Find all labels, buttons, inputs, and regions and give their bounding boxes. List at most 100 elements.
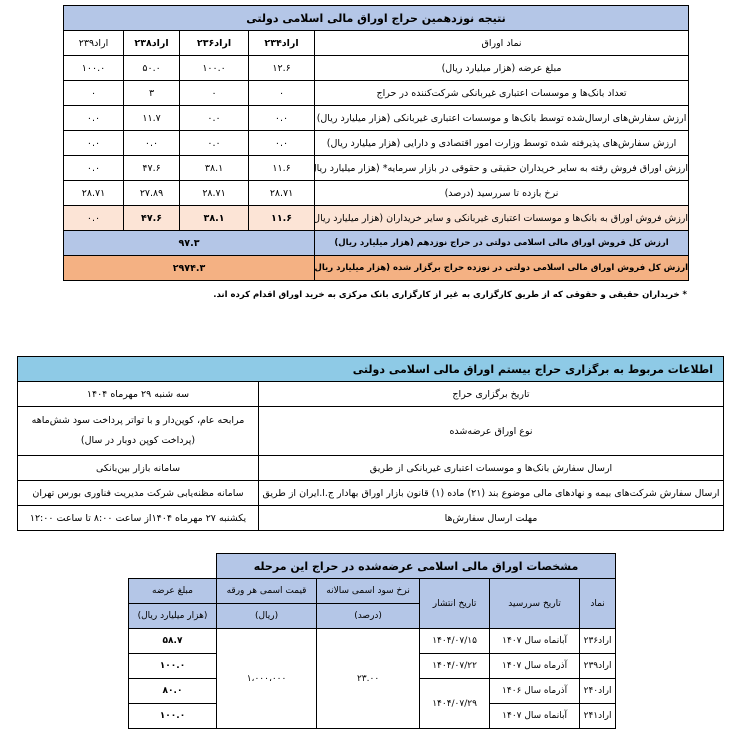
table-title: مشخصات اوراق مالی اسلامی عرضه‌شده در حرا… xyxy=(215,553,617,579)
grand-total-value: ۲۹۷۴.۳ xyxy=(62,255,316,281)
value-cell: ۱۰۰.۰ xyxy=(62,55,125,81)
row-label: ارزش فروش اوراق به بانک‌ها و موسسات اعتب… xyxy=(314,205,690,231)
total-label: ارزش کل فروش اوراق مالی اسلامی دولتی در … xyxy=(314,230,690,256)
value-cell: ۴۷.۶ xyxy=(123,205,181,231)
table-row: نماد اوراق اراد۲۳۴ اراد۲۳۶ اراد۲۳۸ اراد۲۳۹ xyxy=(62,30,690,56)
table-row: تعداد بانک‌ها و موسسات اعتباری غیربانکی … xyxy=(62,80,690,106)
amount-cell: ۱۰۰.۰ xyxy=(128,653,217,679)
header-price-unit: (ریال) xyxy=(215,603,318,629)
maturity-cell: آذرماه سال ۱۴۰۷ xyxy=(489,653,581,679)
symbol-cell: اراد۲۳۶ xyxy=(579,628,617,654)
value-cell: ۰ xyxy=(62,80,125,106)
securities-spec-table: مشخصات اوراق مالی اسلامی عرضه‌شده در حرا… xyxy=(128,553,617,729)
value-cell: ۲۷.۸۹ xyxy=(123,180,181,206)
value-cell: ۰ xyxy=(248,80,316,106)
row-value: سامانه بازار بین‌بانکی xyxy=(17,455,259,481)
value-cell: ۲۸.۷۱ xyxy=(62,180,125,206)
table-row: نرخ بازده تا سررسید (درصد) ۲۸.۷۱ ۲۸.۷۱ ۲۷.۸… xyxy=(62,180,690,206)
table-row: ارسال سفارش شرکت‌های بیمه و نهادهای مالی… xyxy=(17,480,724,506)
header-amount: مبلغ عرضه xyxy=(128,578,217,604)
maturity-cell: آبانماه سال ۱۴۰۷ xyxy=(489,703,581,729)
row-label: نماد اوراق xyxy=(314,30,690,56)
row-label: مهلت ارسال سفارش‌ها xyxy=(258,505,724,531)
maturity-cell: آبانماه سال ۱۴۰۷ xyxy=(489,628,581,654)
grand-total-label: ارزش کل فروش اوراق مالی اسلامی دولتی در … xyxy=(314,255,690,281)
header-issue: تاریخ انتشار xyxy=(419,578,491,629)
value-cell: اراد۲۳۶ xyxy=(179,30,250,56)
row-label: ارزش اوراق فروش رفته به سایر خریداران حق… xyxy=(314,155,690,181)
value-cell: اراد۲۳۹ xyxy=(62,30,125,56)
symbol-cell: اراد۲۴۱ xyxy=(579,703,617,729)
price-cell: ۱،۰۰۰،۰۰۰ xyxy=(215,628,318,729)
header-price: قیمت اسمی هر ورقه xyxy=(215,578,318,604)
row-label: تعداد بانک‌ها و موسسات اعتباری غیربانکی … xyxy=(314,80,690,106)
total-value: ۹۷.۳ xyxy=(62,230,316,256)
table-row: مبلغ عرضه (هزار میلیارد ریال) ۱۲.۶ ۱۰۰.۰ ۵۰… xyxy=(62,55,690,81)
value-cell: ۲۸.۷۱ xyxy=(179,180,250,206)
table-title: اطلاعات مربوط به برگزاری حراج بیستم اورا… xyxy=(17,356,724,382)
value-cell: ۳۸.۱ xyxy=(179,155,250,181)
header-rate: نرخ سود اسمی سالانه xyxy=(316,578,421,604)
auction-results-table: نتیجه نوزدهمین حراج اوراق مالی اسلامی دو… xyxy=(62,5,690,281)
table-row: مهلت ارسال سفارش‌ها یکشنبه ۲۷ مهرماه ۱۴۰۴… xyxy=(17,505,724,531)
header-amount-unit: (هزار میلیارد ریال) xyxy=(128,603,217,629)
value-cell: ۰.۰ xyxy=(62,105,125,131)
row-label: نوع اوراق عرضه‌شده xyxy=(258,406,724,456)
row-label: ارزش سفارش‌های ارسال‌شده توسط بانک‌ها و … xyxy=(314,105,690,131)
value-cell: ۰.۰ xyxy=(179,130,250,156)
table-title: نتیجه نوزدهمین حراج اوراق مالی اسلامی دو… xyxy=(62,5,690,31)
table-row: اراد۲۴۱ آبانماه سال ۱۴۰۷ ۱۰۰.۰ xyxy=(128,703,617,729)
value-cell: ۱۱.۶ xyxy=(248,205,316,231)
row-label: مبلغ عرضه (هزار میلیارد ریال) xyxy=(314,55,690,81)
amount-cell: ۱۰۰.۰ xyxy=(128,703,217,729)
header-symbol: نماد xyxy=(579,578,617,629)
row-label: ارسال سفارش بانک‌ها و موسسات اعتباری غیر… xyxy=(258,455,724,481)
row-value: مرابحه عام، کوپن‌دار و با تواتر پرداخت س… xyxy=(17,406,259,456)
value-cell: اراد۲۳۸ xyxy=(123,30,181,56)
table-row: ارسال سفارش بانک‌ها و موسسات اعتباری غیر… xyxy=(17,455,724,481)
maturity-cell: آذرماه سال ۱۴۰۶ xyxy=(489,678,581,704)
auction-info-table: اطلاعات مربوط به برگزاری حراج بیستم اورا… xyxy=(17,356,724,531)
table-row: اراد۲۴۰ آذرماه سال ۱۴۰۶ ۱۴۰۴/۰۷/۲۹ ۸۰.۰ xyxy=(128,678,617,729)
row-label: تاریخ برگزاری حراج xyxy=(258,381,724,407)
table-row: اراد۲۳۶ آبانماه سال ۱۴۰۷ ۱۴۰۴/۰۷/۱۵ ۲۳.۰… xyxy=(128,628,617,729)
value-cell: ۴۷.۶ xyxy=(123,155,181,181)
value-cell: ۰.۰ xyxy=(62,205,125,231)
table-row: ارزش فروش اوراق به بانک‌ها و موسسات اعتب… xyxy=(62,205,690,231)
total-row: ارزش کل فروش اوراق مالی اسلامی دولتی در … xyxy=(62,230,690,256)
table-row: تاریخ برگزاری حراج سه شنبه ۲۹ مهرماه ۱۴۰۴ xyxy=(17,381,724,407)
value-cell: ۰.۰ xyxy=(62,155,125,181)
value-cell: ۰.۰ xyxy=(179,105,250,131)
amount-cell: ۵۸.۷ xyxy=(128,628,217,654)
amount-cell: ۸۰.۰ xyxy=(128,678,217,704)
value-cell: اراد۲۳۴ xyxy=(248,30,316,56)
value-cell: ۰.۰ xyxy=(248,105,316,131)
table-row: ارزش سفارش‌های پذیرفته شده توسط وزارت ام… xyxy=(62,130,690,156)
footnote: * خریداران حقیقی و حقوقی که از طریق کارگ… xyxy=(213,290,687,300)
value-cell: ۳ xyxy=(123,80,181,106)
rate-cell: ۲۳.۰۰ xyxy=(316,628,421,729)
symbol-cell: اراد۲۳۹ xyxy=(579,653,617,679)
value-cell: ۰.۰ xyxy=(62,130,125,156)
value-cell: ۵۰.۰ xyxy=(123,55,181,81)
row-label: ارسال سفارش شرکت‌های بیمه و نهادهای مالی… xyxy=(258,480,724,506)
row-label: ارزش سفارش‌های پذیرفته شده توسط وزارت ام… xyxy=(314,130,690,156)
table-row: ارزش اوراق فروش رفته به سایر خریداران حق… xyxy=(62,155,690,181)
value-cell: ۱۲.۶ xyxy=(248,55,316,81)
value-cell: ۲۸.۷۱ xyxy=(248,180,316,206)
issue-cell: ۱۴۰۴/۰۷/۲۹ xyxy=(419,678,491,729)
value-cell: ۱۰۰.۰ xyxy=(179,55,250,81)
value-cell: ۰.۰ xyxy=(123,130,181,156)
row-value: یکشنبه ۲۷ مهرماه ۱۴۰۴از ساعت ۸:۰۰ تا ساع… xyxy=(17,505,259,531)
issue-cell: ۱۴۰۴/۰۷/۱۵ xyxy=(419,628,491,654)
row-label: نرخ بازده تا سررسید (درصد) xyxy=(314,180,690,206)
table-row: نوع اوراق عرضه‌شده مرابحه عام، کوپن‌دار و… xyxy=(17,406,724,456)
issue-cell: ۱۴۰۴/۰۷/۲۲ xyxy=(419,653,491,679)
value-cell: ۰.۰ xyxy=(248,130,316,156)
value-cell: ۳۸.۱ xyxy=(179,205,250,231)
header-maturity: تاریخ سررسید xyxy=(489,578,581,629)
row-value: سامانه مظنه‌یابی شرکت مدیریت فناوری بورس… xyxy=(17,480,259,506)
value-cell: ۱۱.۶ xyxy=(248,155,316,181)
value-cell: ۱۱.۷ xyxy=(123,105,181,131)
header-rate-unit: (درصد) xyxy=(316,603,421,629)
